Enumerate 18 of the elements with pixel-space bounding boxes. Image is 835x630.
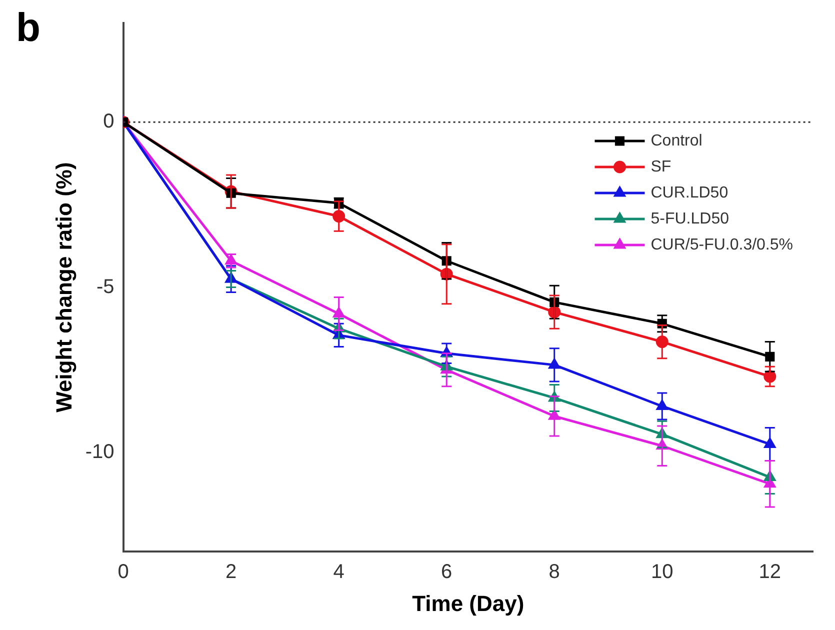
x-tick-label: 2: [226, 561, 237, 584]
x-tick-label: 0: [118, 561, 129, 584]
y-tick-label: 0: [103, 110, 114, 133]
legend-label: Control: [650, 132, 702, 150]
y-tick-label: -5: [96, 276, 114, 298]
text: b: [16, 6, 40, 50]
x-tick-label: 4: [333, 561, 344, 584]
x-tick-label: 10: [651, 561, 674, 584]
y-axis-title: Weight change ratio (%): [51, 162, 76, 412]
legend-label: CUR/5-FU.0.3/0.5%: [650, 236, 793, 254]
legend-label: CUR.LD50: [650, 184, 728, 202]
y-tick-label: -10: [85, 441, 114, 464]
x-tick-label: 12: [758, 561, 782, 584]
x-tick-label: 8: [548, 561, 560, 584]
legend-label: 5-FU.LD50: [650, 210, 730, 228]
x-tick-label: 6: [441, 561, 452, 584]
legend-label: SF: [650, 158, 672, 176]
x-axis-title: Time (Day): [412, 590, 524, 616]
